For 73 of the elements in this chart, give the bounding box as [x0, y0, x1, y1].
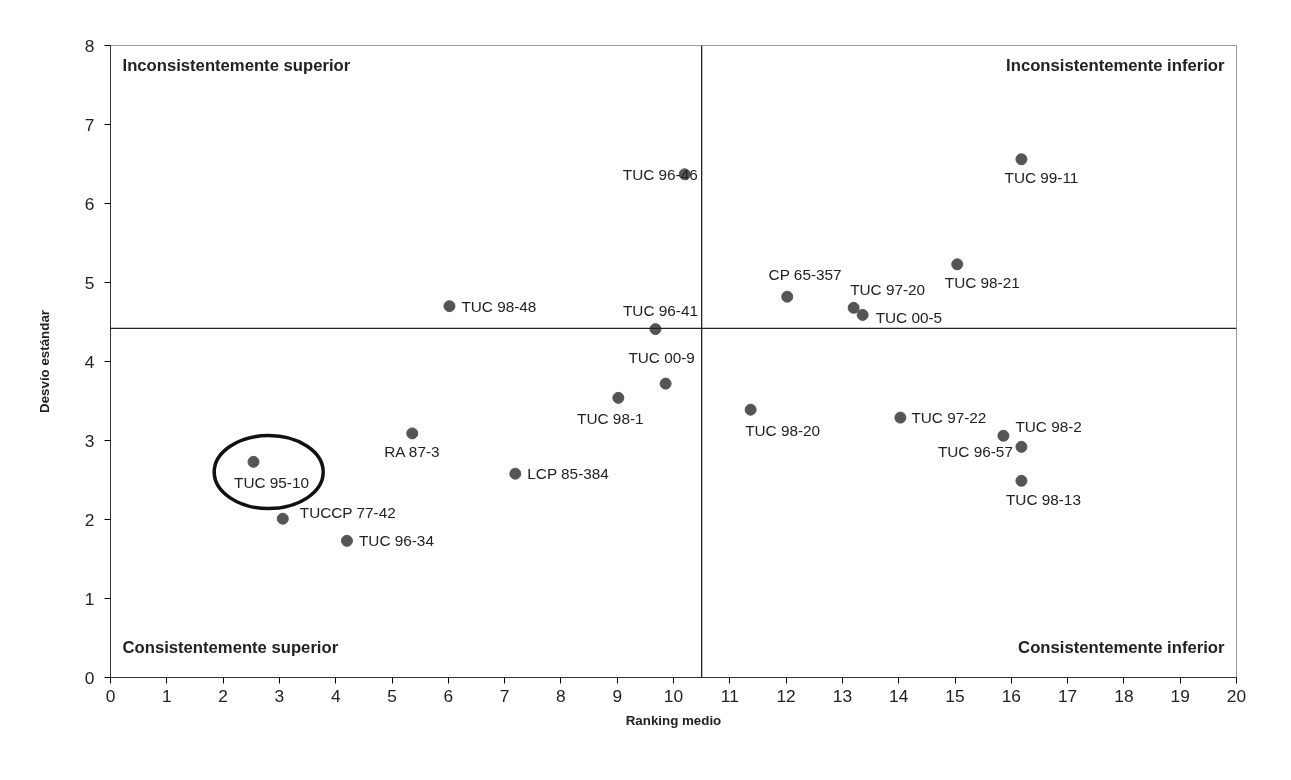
- series-label: TUC 98-2: [1015, 417, 1082, 435]
- y-tick-label: 6: [84, 193, 95, 214]
- point: [856, 308, 869, 321]
- x-tick-label: 14: [889, 685, 909, 706]
- y-tick-label: 3: [84, 430, 95, 451]
- point: [997, 429, 1010, 442]
- point: [443, 300, 456, 313]
- x-tick-label: 0: [105, 685, 116, 706]
- point: [781, 290, 794, 303]
- x-tick-label: 18: [1114, 685, 1134, 706]
- point: [847, 301, 860, 314]
- x-tick-label: 1: [161, 685, 172, 706]
- point: [744, 403, 757, 416]
- x-tick-label: 9: [612, 685, 623, 706]
- y-tick-label: 8: [84, 35, 95, 56]
- y-tick-label: 2: [84, 509, 95, 530]
- x-tick-label: 7: [499, 685, 510, 706]
- y-tick-label: 5: [84, 272, 95, 293]
- series-label: TUC 97-22: [911, 409, 987, 427]
- point: [340, 534, 353, 547]
- series-label: LCP 85-384: [527, 465, 610, 483]
- series-label: TUC 98-1: [577, 409, 644, 427]
- series-label: TUC 99-11: [1004, 169, 1079, 187]
- x-tick-label: 19: [1170, 685, 1190, 706]
- x-tick-label: 13: [832, 685, 853, 706]
- series-label: TUC 98-48: [461, 297, 537, 315]
- point: [276, 512, 289, 525]
- y-tick-label: 7: [84, 114, 95, 135]
- x-tick-label: 12: [776, 685, 796, 706]
- x-tick-label: 10: [663, 685, 684, 706]
- x-tick-label: 20: [1226, 685, 1247, 706]
- x-tick-label: 16: [1001, 685, 1021, 706]
- point: [659, 377, 672, 390]
- x-tick-label: 11: [720, 685, 739, 706]
- series-label: TUC 96-34: [358, 532, 435, 550]
- point: [1015, 474, 1028, 487]
- x-tick-label: 5: [387, 685, 397, 706]
- point: [951, 258, 964, 271]
- x-tick-label: 17: [1057, 685, 1078, 706]
- annotation: Inconsistentemente superior: [122, 56, 351, 75]
- series-label: TUC 95-10: [234, 473, 309, 491]
- y-axis-title: Desvío estándar: [36, 310, 52, 413]
- point: [1015, 153, 1028, 166]
- y-tick-label: 1: [84, 588, 95, 609]
- series-label: TUC 96-41: [623, 302, 698, 320]
- x-tick-label: 3: [274, 685, 285, 706]
- x-tick-label: 4: [330, 685, 341, 706]
- annotation: Consistentemente inferior: [1018, 638, 1226, 657]
- series-label: TUC 96-57: [937, 442, 1013, 460]
- series-label: TUC 00-5: [875, 309, 943, 327]
- y-tick-label: 0: [84, 667, 95, 688]
- series-label: TUC 97-20: [850, 280, 926, 298]
- point: [509, 467, 522, 480]
- x-tick-label: 6: [443, 685, 454, 706]
- point: [247, 455, 260, 468]
- series-label: CP 65-357: [768, 265, 842, 283]
- point: [1015, 440, 1028, 453]
- point: [406, 427, 419, 440]
- series-label: RA 87-3: [384, 443, 440, 461]
- x-axis-title: Ranking medio: [625, 712, 722, 728]
- x-tick-label: 2: [218, 685, 228, 706]
- point: [612, 391, 625, 404]
- series-label: TUC 98-21: [944, 274, 1020, 292]
- annotation: Inconsistentemente inferior: [1006, 56, 1226, 75]
- series-label: TUC 98-20: [745, 421, 821, 439]
- series-label: TUC 98-13: [1005, 490, 1081, 508]
- x-tick-label: 15: [945, 685, 965, 706]
- series-label: TUCCP 77-42: [299, 504, 396, 522]
- point: [894, 411, 907, 424]
- x-tick-label: 8: [556, 685, 566, 706]
- annotation: Consistentemente superior: [122, 638, 339, 657]
- y-tick-label: 4: [84, 351, 95, 372]
- series-label: TUC 00-9: [628, 348, 695, 366]
